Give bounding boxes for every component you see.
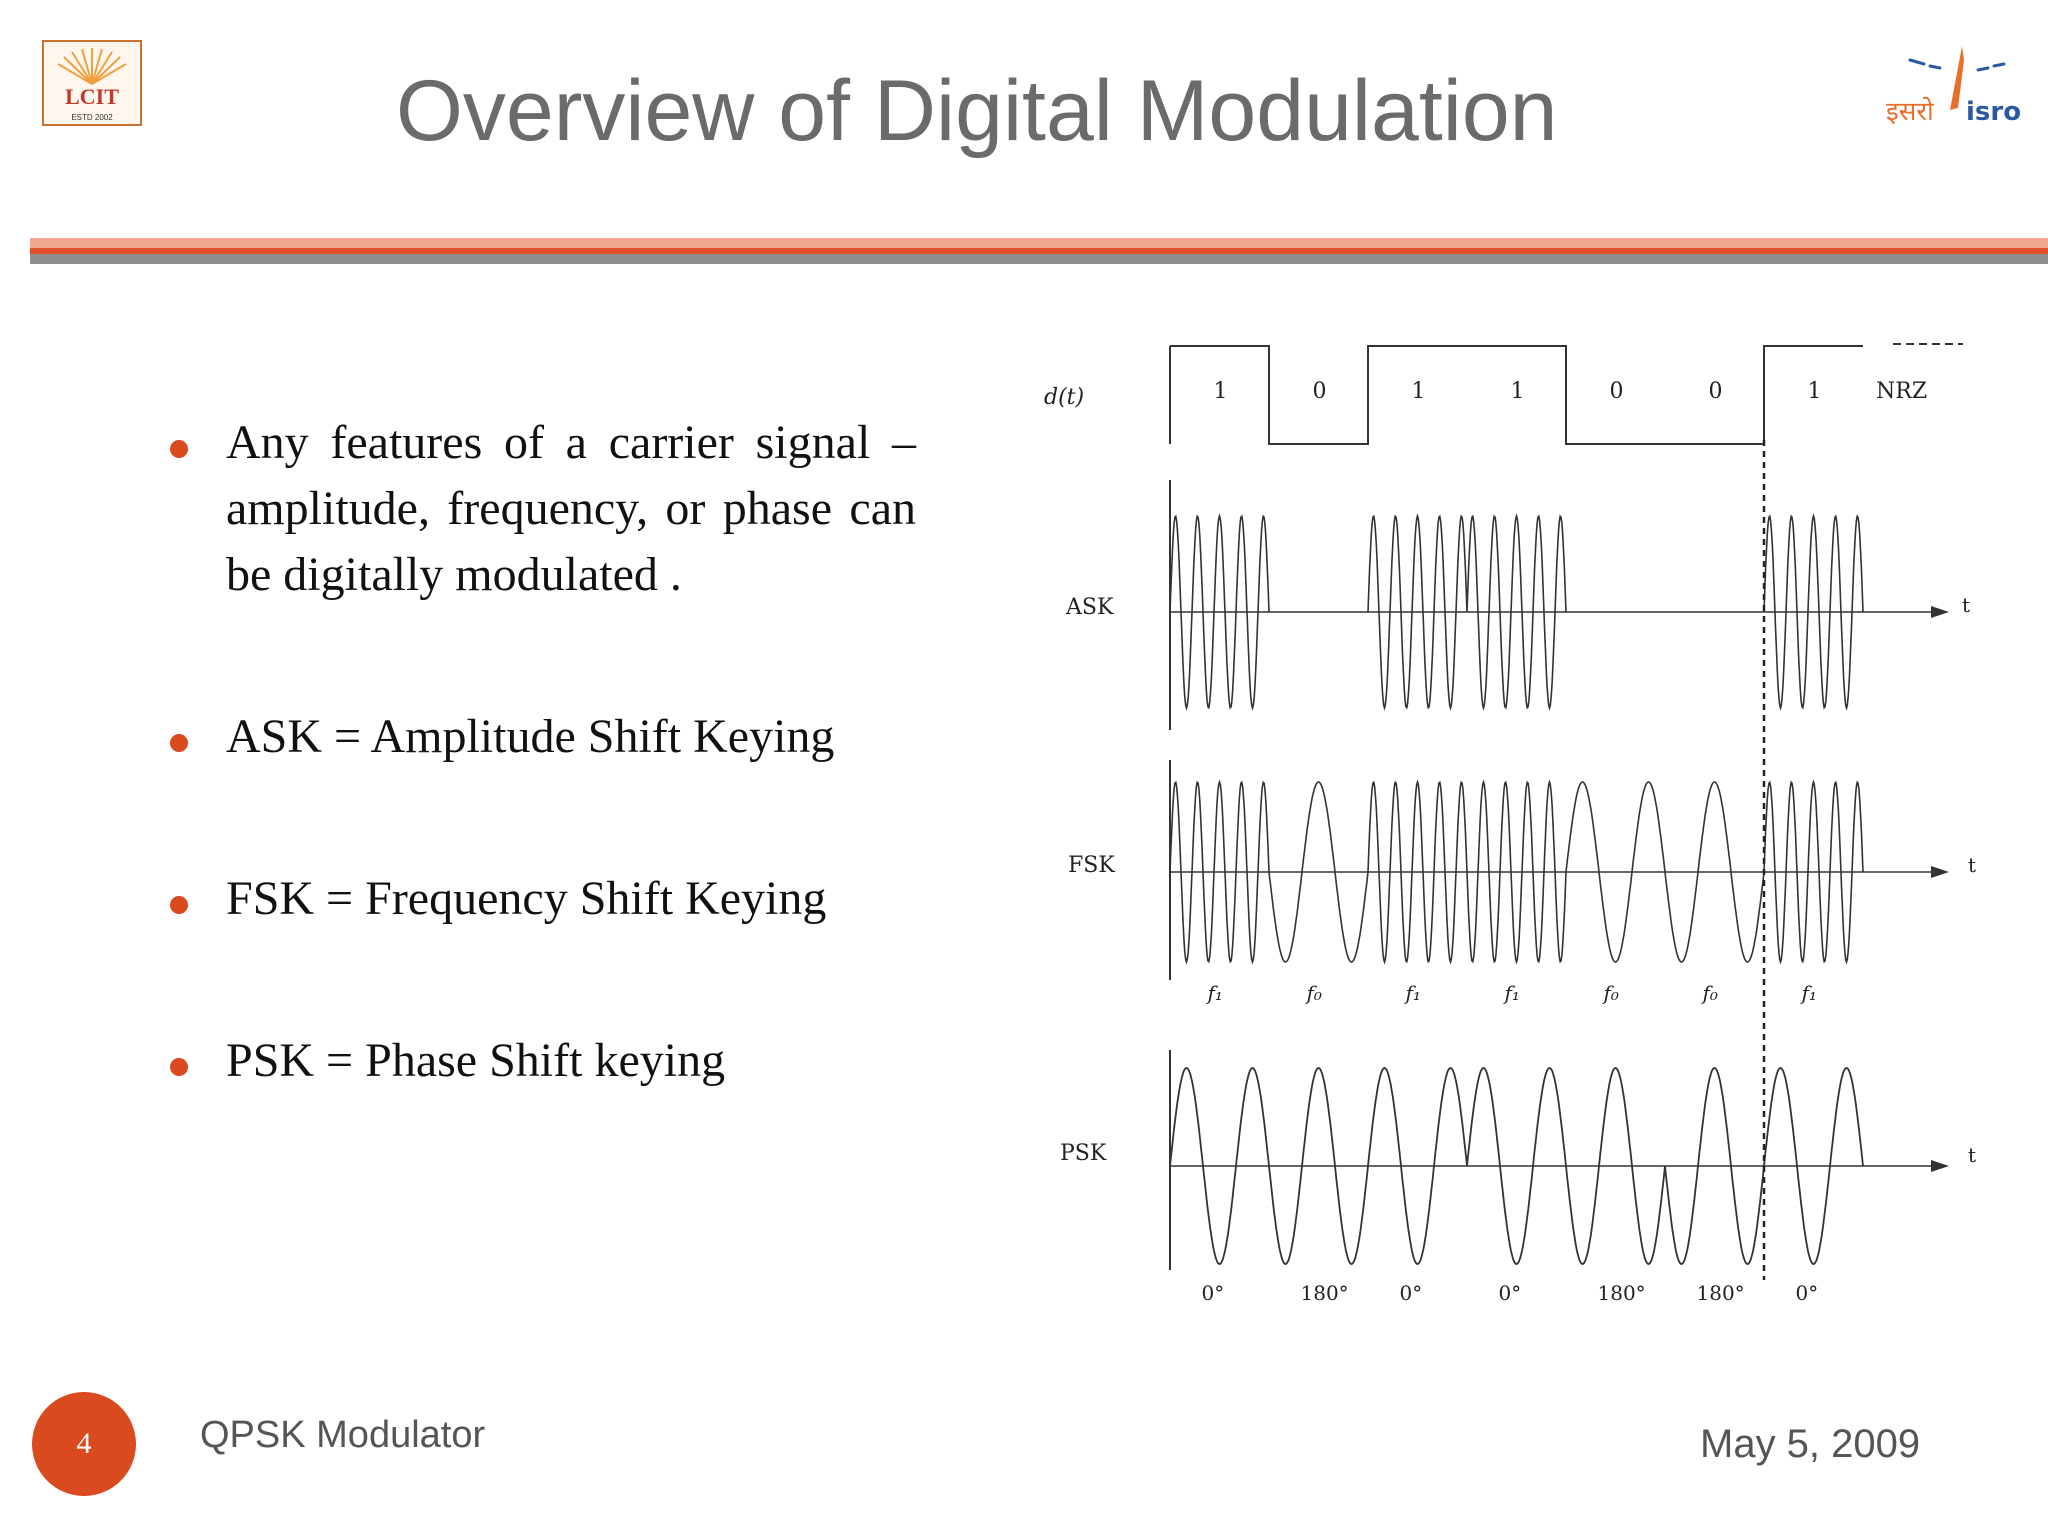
bit-label: 1 [1214,379,1228,404]
page-number-badge: 4 [32,1392,136,1496]
footer-title: QPSK Modulator [200,1414,486,1456]
svg-text:isro: isro [1966,97,2021,127]
bullet-text: Any features of a carrier signal – ampli… [226,416,916,601]
bit-label: 1 [1412,379,1426,404]
svg-text:ESTD 2002: ESTD 2002 [71,113,113,122]
psk-phase-label: 180° [1598,1281,1646,1305]
psk-phase-label: 180° [1697,1281,1745,1305]
bullet-dot-icon [170,896,188,914]
lcit-logo: LCIT ESTD 2002 [42,40,142,126]
header-rule-accent [30,248,2048,254]
slide-title: Overview of Digital Modulation [396,63,1558,159]
row-label-psk: PSK [1060,1141,1107,1166]
bullet-item: Any features of a carrier signal – ampli… [170,410,916,608]
header-rule-shadow [30,254,2048,264]
psk-waveform [1169,1067,1864,1265]
psk-phase-label: 0° [1400,1281,1423,1305]
bullet-dot-icon [170,1058,188,1076]
fsk-waveform [1169,779,1864,965]
bullet-item: FSK = Frequency Shift Keying [170,866,930,932]
bullet-text: PSK = Phase Shift keying [226,1034,726,1087]
bullet-dot-icon [170,734,188,752]
signal-label: d(t) [1044,385,1084,410]
ask-arrow-icon [1931,606,1949,618]
psk-arrow-icon [1931,1160,1949,1172]
fsk-frequency-label: f₁ [1404,981,1421,1005]
svg-text:LCIT: LCIT [65,84,119,109]
bit-label: 0 [1709,379,1723,404]
nrz-signal [1170,345,1863,445]
fsk-frequency-label: f₀ [1701,981,1718,1005]
psk-phase-label: 0° [1202,1281,1225,1305]
bullet-item: ASK = Amplitude Shift Keying [170,704,930,770]
bit-label: 1 [1808,379,1822,404]
bullet-dot-icon [170,440,188,458]
bit-label: 0 [1610,379,1624,404]
modulation-diagram: d(t) ASK FSK PSK NRZ t t t 1 0 1 1 0 0 1 f₁ f₀ f₁… [1044,343,1976,1305]
isro-logo: इसरो isro [1880,40,2030,150]
row-label-fsk: FSK [1068,853,1115,878]
fsk-frequency-label: f₁ [1800,981,1817,1005]
bullet-list: Any features of a carrier signal – ampli… [170,410,930,1094]
bullet-text: FSK = Frequency Shift Keying [226,872,827,925]
time-label-fsk: t [1968,853,1976,877]
bit-label: 1 [1511,379,1525,404]
psk-phase-label: 180° [1301,1281,1349,1305]
psk-phase-label: 0° [1499,1281,1522,1305]
bullet-item: PSK = Phase Shift keying [170,1028,930,1094]
psk-phase-label: 0° [1796,1281,1819,1305]
page-number: 4 [76,1427,92,1460]
fsk-frequency-label: f₀ [1305,981,1322,1005]
row-label-ask: ASK [1065,595,1114,620]
header-rule [30,238,2048,248]
nrz-label: NRZ [1876,379,1927,404]
ask-waveform [1169,513,1864,711]
footer-date: May 5, 2009 [1700,1422,1921,1466]
fsk-arrow-icon [1931,866,1949,878]
fsk-frequency-label: f₁ [1206,981,1223,1005]
bit-label: 0 [1313,379,1327,404]
svg-text:इसरो: इसरो [1886,96,1935,127]
fsk-frequency-label: f₀ [1602,981,1619,1005]
time-label-psk: t [1968,1143,1976,1167]
bullet-text: ASK = Amplitude Shift Keying [226,710,835,763]
fsk-frequency-label: f₁ [1503,981,1520,1005]
time-label-ask: t [1962,593,1970,617]
